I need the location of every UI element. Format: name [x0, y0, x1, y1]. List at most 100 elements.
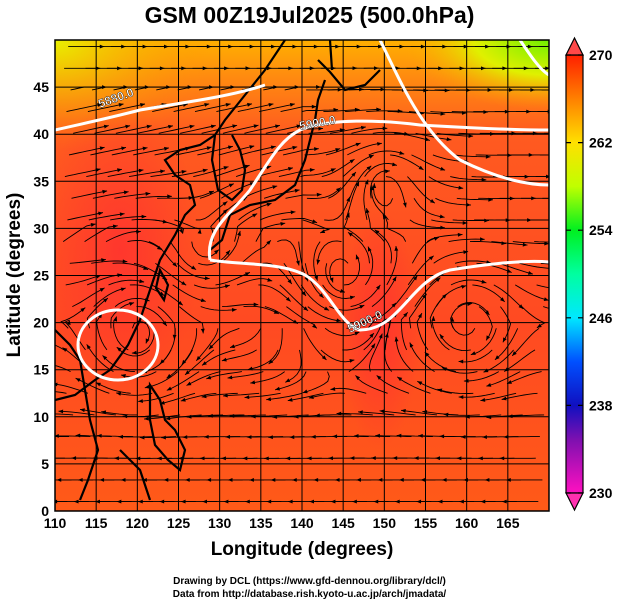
streamline [454, 154, 491, 158]
streamline [343, 254, 360, 286]
streamline [201, 124, 238, 134]
streamline-arrowhead [377, 142, 382, 146]
streamline [238, 202, 272, 221]
streamline-arrowhead [197, 229, 202, 234]
streamline [166, 371, 200, 391]
streamline-arrowhead [120, 287, 126, 292]
streamline [159, 392, 196, 405]
streamline [350, 284, 381, 308]
streamline [180, 125, 216, 134]
streamline-arrowhead [309, 168, 315, 172]
streamline-arrowhead [289, 102, 295, 107]
streamline [133, 147, 169, 156]
streamline-arrowhead [58, 409, 64, 414]
streamline [122, 414, 159, 418]
streamline-arrowhead [351, 172, 356, 177]
streamline [148, 241, 178, 268]
streamline-arrowhead [208, 344, 214, 350]
streamline [324, 327, 360, 337]
streamline [116, 346, 150, 357]
streamline-arrowhead [465, 414, 470, 419]
streamline [227, 371, 264, 379]
streamline-arrowhead [290, 210, 296, 215]
streamline [324, 196, 351, 221]
streamline [113, 316, 129, 351]
streamline-arrowhead [312, 323, 317, 329]
streamline-arrowhead [417, 381, 423, 386]
streamline [322, 284, 355, 299]
streamline [55, 365, 71, 373]
streamline-arrowhead [178, 228, 183, 234]
streamline-arrowhead [141, 214, 147, 219]
streamline-arrowhead [136, 229, 141, 234]
streamline-arrowhead [463, 250, 469, 255]
streamline [102, 355, 135, 373]
streamline [321, 158, 355, 178]
streamline [494, 328, 519, 361]
streamline [174, 219, 201, 230]
streamline [452, 219, 489, 222]
y-tick-label: 15 [33, 362, 49, 378]
streamline-arrowhead [440, 111, 446, 116]
streamline-arrowhead [78, 477, 83, 482]
streamline-arrowhead [196, 355, 201, 361]
streamline [329, 258, 349, 283]
streamline [92, 191, 129, 199]
contour-5900-north [207, 119, 549, 261]
streamline [175, 146, 212, 156]
streamline-arrowhead [368, 155, 374, 159]
streamline-arrowhead [138, 399, 143, 403]
streamline-arrowhead [288, 499, 293, 504]
streamline-arrowhead [480, 397, 486, 402]
streamline [195, 328, 219, 362]
streamline-arrowhead [280, 221, 286, 226]
streamline [534, 241, 549, 243]
streamline [64, 319, 86, 351]
contour-label: 5900.0 [298, 113, 337, 133]
streamline [456, 197, 493, 201]
streamline [342, 154, 374, 177]
streamline [355, 375, 388, 394]
streamline-arrowhead [502, 337, 507, 343]
streamline-arrowhead [527, 270, 533, 275]
streamline-arrowhead [224, 284, 230, 289]
streamline [199, 86, 236, 91]
streamline [329, 126, 366, 134]
streamline-arrowhead [375, 284, 381, 290]
streamline [281, 217, 318, 224]
streamline-arrowhead [117, 273, 123, 278]
streamline-arrowhead [536, 323, 542, 328]
streamline-arrowhead [95, 274, 101, 279]
streamline-arrowhead [355, 181, 360, 187]
streamline-arrowhead [544, 241, 549, 246]
streamline [268, 328, 283, 365]
streamline-arrowhead [139, 279, 145, 284]
streamline-arrowhead [463, 477, 468, 482]
streamline [110, 216, 147, 221]
streamline-arrowhead [270, 478, 276, 482]
streamline-arrowhead [336, 318, 342, 323]
x-tick-label: 160 [455, 515, 479, 531]
streamline [511, 327, 540, 357]
streamline-arrowhead [102, 355, 108, 360]
streamline-arrowhead [296, 260, 300, 266]
streamline-arrowhead [395, 499, 400, 504]
streamline [393, 275, 418, 307]
streamline [286, 306, 318, 329]
streamline [368, 150, 405, 156]
streamline-arrowhead [356, 477, 361, 482]
streamline-arrowhead [480, 499, 486, 504]
streamline-arrowhead [75, 378, 81, 382]
streamline [261, 146, 298, 156]
streamline-arrowhead [352, 499, 357, 504]
streamline [409, 219, 446, 229]
streamline-arrowhead [29, 339, 34, 343]
streamline-arrowhead [167, 194, 172, 199]
streamline-arrowhead [223, 499, 229, 504]
streamline-arrowhead [185, 146, 191, 151]
streamline-arrowhead [73, 499, 79, 504]
streamline-arrowhead [355, 254, 360, 260]
streamline [317, 240, 342, 265]
streamline [156, 86, 193, 91]
streamline-arrowhead [312, 219, 318, 224]
